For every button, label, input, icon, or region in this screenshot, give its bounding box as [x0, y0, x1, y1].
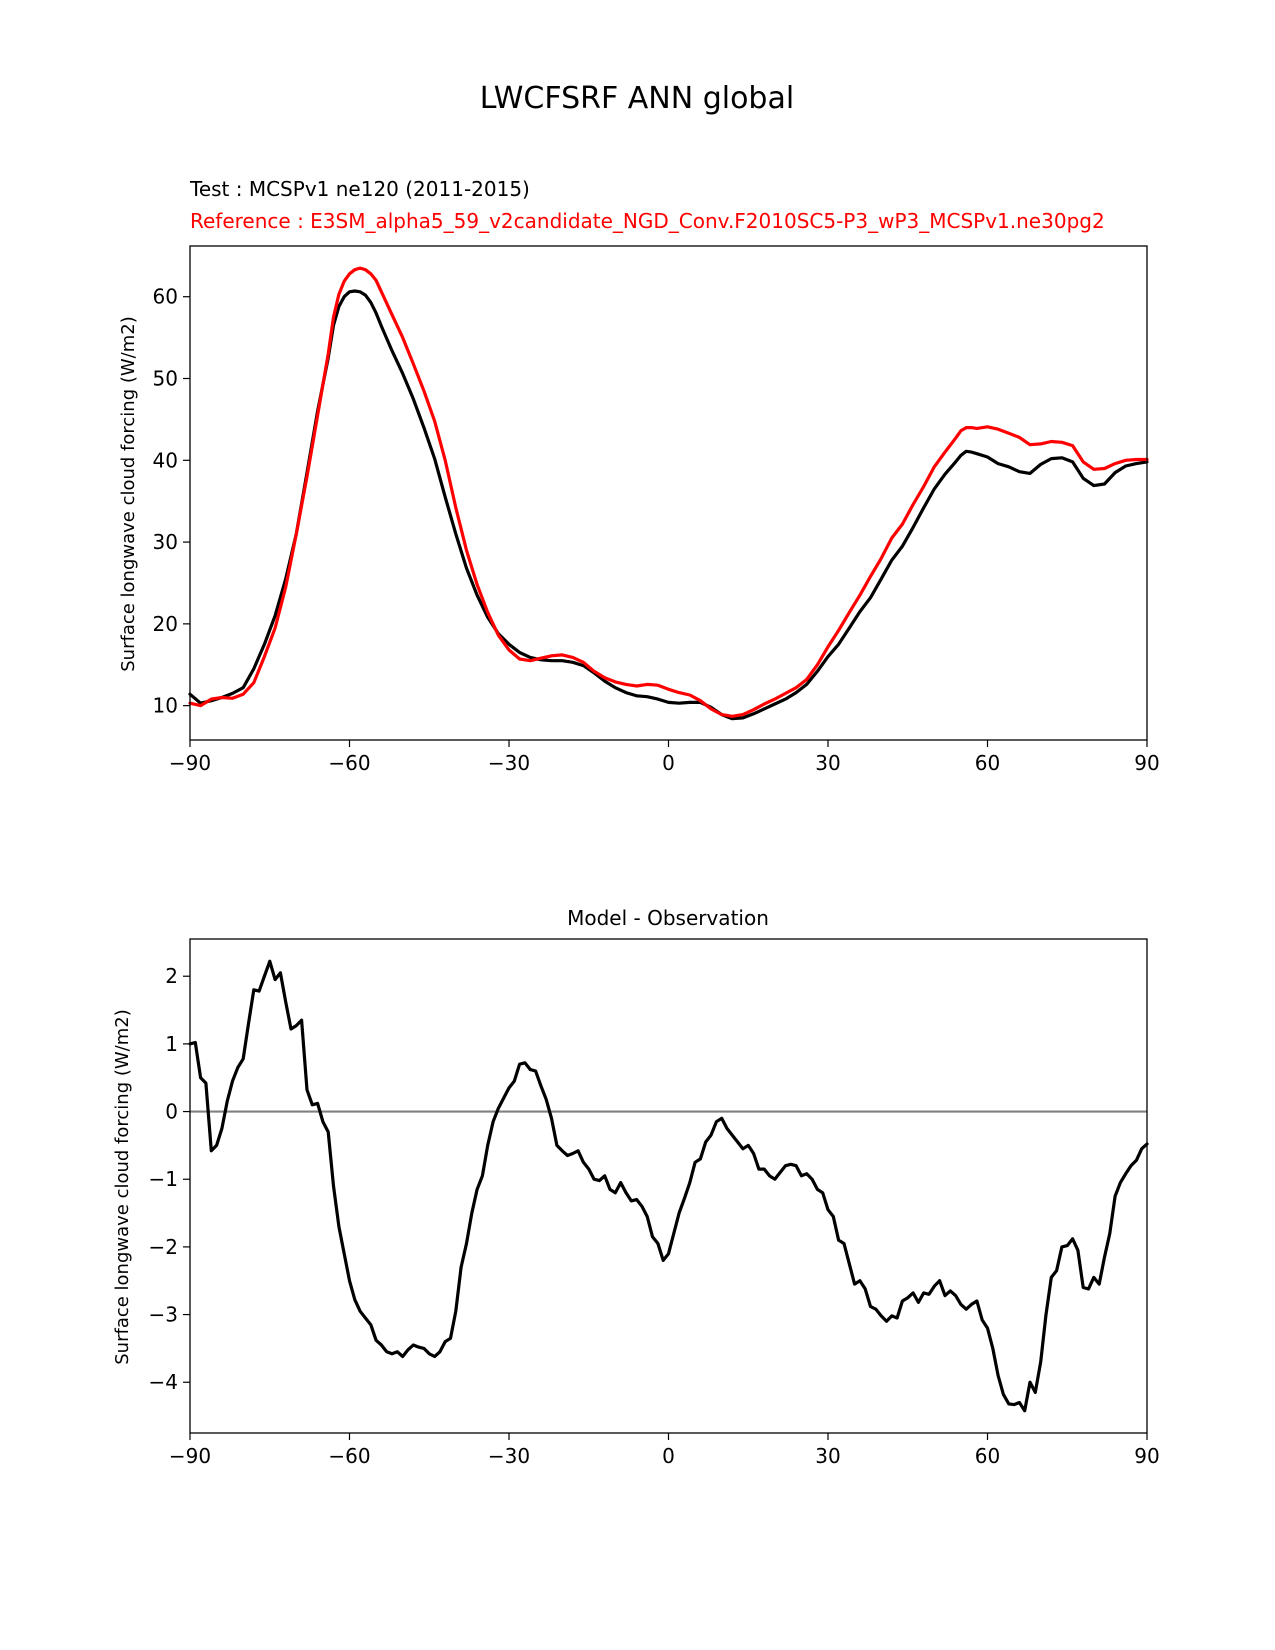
top-y-tick-label: 30	[153, 530, 178, 554]
top-panel: Test : MCSPv1 ne120 (2011-2015) Referenc…	[118, 177, 1160, 775]
top-x-tick-label: 90	[1134, 751, 1159, 775]
top-subtitle-test: Test : MCSPv1 ne120 (2011-2015)	[189, 177, 530, 201]
top-x-tick-label: 60	[975, 751, 1000, 775]
top-y-tick-label: 60	[153, 285, 178, 309]
bottom-axes-frame	[189, 938, 1148, 1434]
bottom-title: Model - Observation	[567, 906, 769, 930]
bottom-x-tick-label: 90	[1134, 1444, 1159, 1468]
top-y-tick-label: 10	[153, 694, 178, 718]
bottom-panel: Model - Observation Surface longwave clo…	[112, 906, 1160, 1468]
bottom-axis-ticks: −90 −60 −30 0 30 60 90 −4 −3 −2 −1 0 1 2	[149, 964, 1160, 1468]
top-x-tick-label: −30	[488, 751, 530, 775]
bottom-y-tick-label: 1	[165, 1032, 178, 1056]
bottom-x-tick-label: 60	[975, 1444, 1000, 1468]
bottom-y-tick-label: 2	[165, 964, 178, 988]
bottom-x-tick-label: −90	[169, 1444, 211, 1468]
top-plot-lines	[188, 266, 1149, 721]
bottom-y-axis-label: Surface longwave cloud forcing (W/m2)	[112, 1009, 133, 1365]
top-x-tick-label: 30	[815, 751, 840, 775]
top-x-tick-label: −60	[328, 751, 370, 775]
top-series-test	[188, 289, 1149, 721]
bottom-y-tick-label: −2	[149, 1235, 178, 1259]
top-y-axis-label: Surface longwave cloud forcing (W/m2)	[118, 316, 139, 672]
top-x-tick-label: 0	[662, 751, 675, 775]
bottom-y-tick-label: −3	[149, 1303, 178, 1327]
top-series-reference	[188, 266, 1149, 718]
bottom-x-tick-label: −60	[328, 1444, 370, 1468]
top-x-tick-label: −90	[169, 751, 211, 775]
bottom-y-tick-label: −4	[149, 1370, 178, 1394]
bottom-series-model-observation	[188, 959, 1149, 1413]
top-y-tick-label: 20	[153, 612, 178, 636]
bottom-y-tick-label: 0	[165, 1100, 178, 1124]
top-subtitle-reference: Reference : E3SM_alpha5_59_v2candidate_N…	[190, 209, 1105, 233]
bottom-x-tick-label: 30	[815, 1444, 840, 1468]
top-y-tick-label: 40	[153, 448, 178, 472]
bottom-plot-lines	[188, 959, 1149, 1413]
bottom-y-tick-label: −1	[149, 1167, 178, 1191]
top-axis-ticks: −90 −60 −30 0 30 60 90 10 20 30 40 50 60	[153, 285, 1160, 775]
top-y-tick-label: 50	[153, 366, 178, 390]
bottom-x-tick-label: −30	[488, 1444, 530, 1468]
bottom-x-tick-label: 0	[662, 1444, 675, 1468]
top-axes-frame	[189, 245, 1148, 741]
figure-title: LWCFSRF ANN global	[480, 81, 794, 116]
